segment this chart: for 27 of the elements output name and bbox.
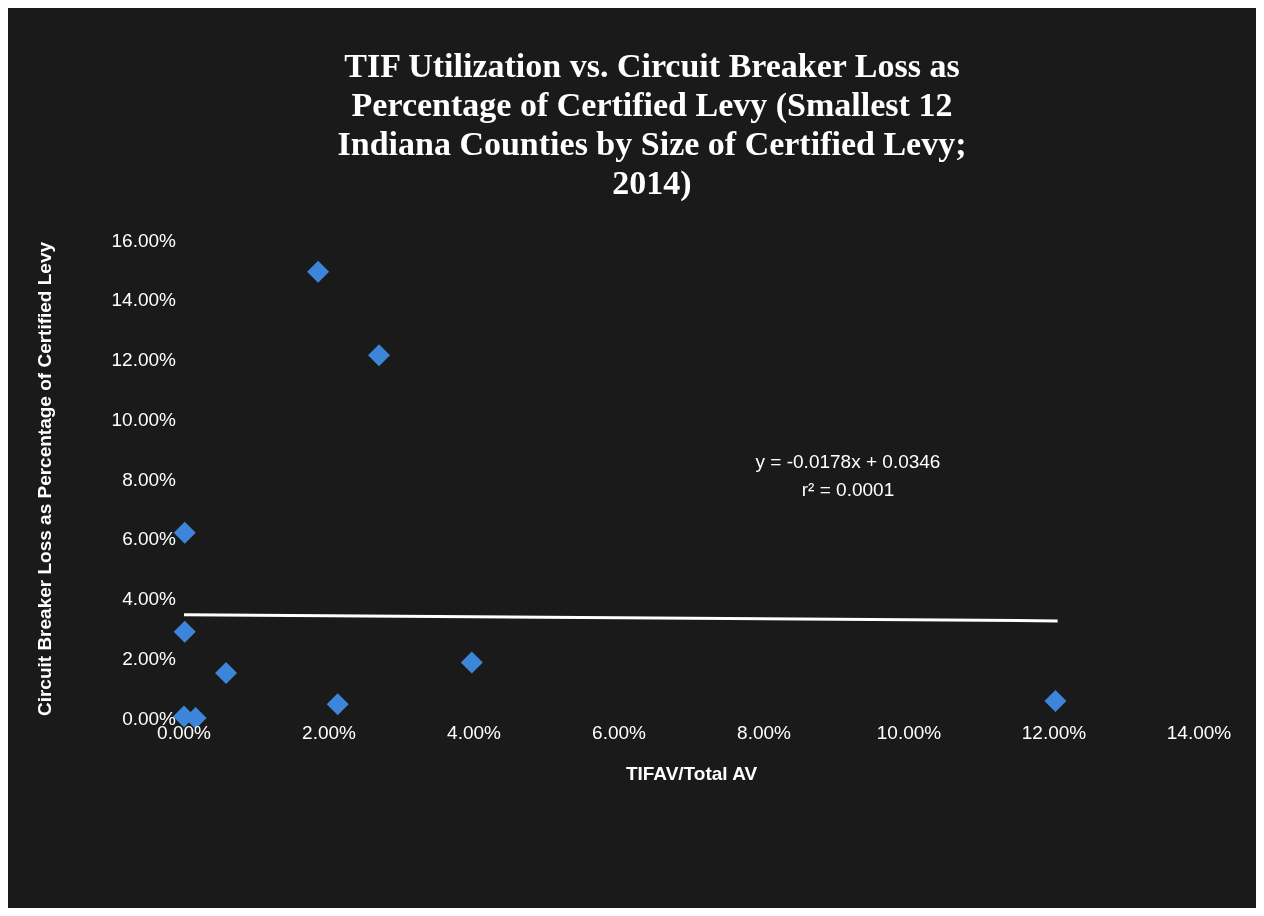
y-axis-title: Circuit Breaker Loss as Percentage of Certified Levy xyxy=(33,241,55,717)
point xyxy=(1044,689,1067,712)
point xyxy=(215,661,238,684)
y-tick-label: 16.00% xyxy=(111,229,177,251)
y-tick-label: 12.00% xyxy=(111,349,177,371)
x-tick-label: 8.00% xyxy=(737,722,792,744)
point xyxy=(460,651,483,674)
y-tick-label: 8.00% xyxy=(122,468,177,490)
y-tick-label: 6.00% xyxy=(122,528,177,550)
point xyxy=(307,260,330,283)
y-tick-label: 2.00% xyxy=(122,647,177,669)
x-tick-label: 4.00% xyxy=(447,722,502,744)
point xyxy=(326,693,349,716)
annotation: y = -0.0178x + 0.0346 xyxy=(754,450,942,474)
x-axis-title: TIFAV/Total AV xyxy=(625,763,758,784)
y-tick-label: 10.00% xyxy=(111,408,177,430)
x-tick-label: 10.00% xyxy=(876,722,942,744)
y-tick-label: 4.00% xyxy=(122,588,177,610)
chart-title: TIF Utilization vs. Circuit Breaker Loss as Percentage of Certified Levy (Smallest 12 Indiana Counties by Size of Certified Levy; 2014) xyxy=(336,46,968,202)
x-tick-label: 14.00% xyxy=(1166,722,1232,744)
point xyxy=(173,620,196,643)
x-tick-label: 12.00% xyxy=(1021,722,1087,744)
y-tick-label: 14.00% xyxy=(111,289,177,311)
x-tick-label: 6.00% xyxy=(592,722,647,744)
annotation: r² = 0.0001 xyxy=(800,478,896,502)
x-tick-label: 2.00% xyxy=(302,722,357,744)
point xyxy=(368,344,391,367)
